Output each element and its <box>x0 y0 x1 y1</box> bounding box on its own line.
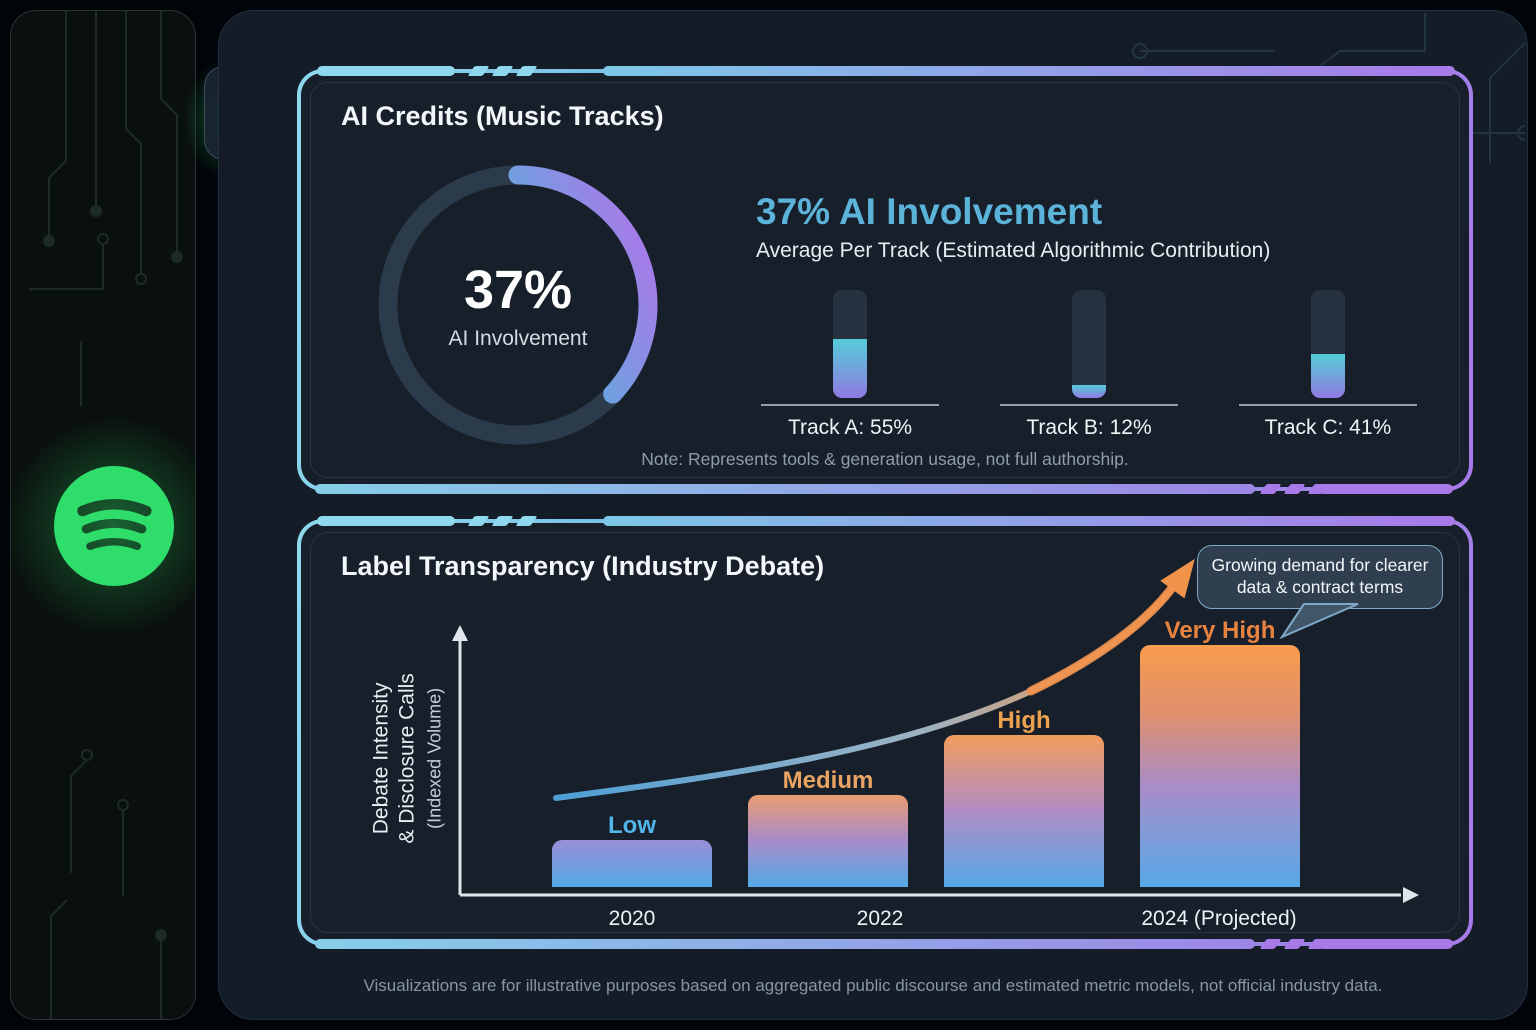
panel-top-decoration <box>301 516 1469 526</box>
debate-bar-medium <box>748 795 908 887</box>
gauge-bar <box>1072 290 1106 398</box>
debate-bar-label: Very High <box>1164 617 1276 644</box>
x-tick-2022: 2022 <box>856 907 904 930</box>
gauge-bar <box>1311 290 1345 398</box>
spotify-icon <box>54 466 174 586</box>
debate-bar-high <box>944 735 1104 887</box>
gauge-fill <box>1072 385 1106 398</box>
panel-label-transparency: Label Transparency (Industry Debate) <box>297 516 1473 949</box>
debate-bar-low <box>552 840 712 887</box>
donut-progress-arc <box>378 165 658 445</box>
x-tick-2020: 2020 <box>608 907 656 930</box>
track-gauge: Track C: 41% <box>1233 290 1423 440</box>
ai-involvement-headline: 37% AI Involvement <box>756 191 1103 232</box>
donut-value: 37% <box>463 260 573 320</box>
gauge-label: Track C: 41% <box>1264 416 1392 439</box>
gauge-label: Track B: 12% <box>1026 416 1152 439</box>
donut-center: 37% AI Involvement <box>368 155 668 455</box>
donut-label: AI Involvement <box>448 327 588 350</box>
debate-bar-label: Medium <box>782 767 874 794</box>
panel-ai-credits: AI Credits (Music Tracks) 37% <box>297 66 1473 494</box>
panel-bottom-decoration <box>301 939 1469 949</box>
x-tick-2024: 2024 (Projected) <box>1141 907 1297 930</box>
sidebar <box>10 10 196 1020</box>
spotify-logo[interactable] <box>11 418 195 634</box>
debate-chart-axes <box>452 558 1419 903</box>
donut-chart: 37% AI Involvement <box>368 155 668 455</box>
gauge-label: Track A: 55% <box>787 416 913 439</box>
y-axis-arrowhead <box>452 625 468 641</box>
debate-bars: Low Medium High Very High <box>301 523 1469 942</box>
panel-top-decoration <box>301 66 1469 76</box>
main-content: AI Credits (Music Tracks) 37% <box>218 10 1528 1020</box>
annotation-callout: Growing demand for clearer data & contra… <box>1197 545 1443 639</box>
debate-bar-label: High <box>997 707 1051 734</box>
panel-title-label-transparency: Label Transparency (Industry Debate) <box>341 551 825 581</box>
track-gauge: Track B: 12% <box>994 290 1184 440</box>
circuit-pattern-decoration <box>29 11 183 1019</box>
spotify-glow <box>11 418 195 634</box>
gauge-baseline <box>1000 404 1178 406</box>
gauge-bar <box>833 290 867 398</box>
gauge-baseline <box>1239 404 1417 406</box>
panel-title-ai-credits: AI Credits (Music Tracks) <box>341 101 664 131</box>
donut-svg <box>378 165 658 445</box>
ai-involvement-subheadline: Average Per Track (Estimated Algorithmic… <box>756 239 1271 262</box>
trend-arrowhead <box>1160 558 1195 599</box>
ai-credits-note: Note: Represents tools & generation usag… <box>641 449 1129 469</box>
track-gauge: Track A: 55% <box>755 290 945 440</box>
debate-bar-label: Low <box>608 812 656 839</box>
track-gauges: Track A: 55% Track B: 12% Track C: 41% <box>755 290 1423 440</box>
panel-bottom-decoration <box>301 484 1469 494</box>
callout-tail <box>1279 602 1359 639</box>
trend-curve-thick-end <box>1026 576 1182 696</box>
debate-bar-very-high <box>1140 645 1300 887</box>
disclaimer-footer: Visualizations are for illustrative purp… <box>363 976 1383 995</box>
gauge-fill <box>833 338 867 398</box>
x-axis-arrowhead <box>1403 887 1419 903</box>
gauge-baseline <box>761 404 939 406</box>
gauge-fill <box>1311 353 1345 398</box>
